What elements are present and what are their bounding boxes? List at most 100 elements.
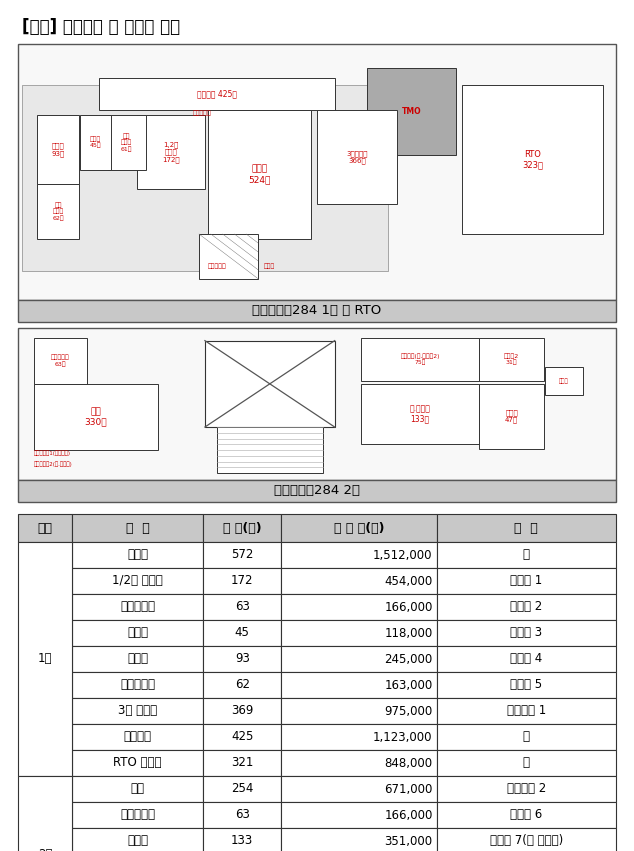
Text: 그릴준비실: 그릴준비실 <box>120 808 155 821</box>
Bar <box>204 724 281 750</box>
Text: 그릴준비실
63㎡: 그릴준비실 63㎡ <box>51 355 70 367</box>
Text: 전시실 2: 전시실 2 <box>510 601 543 614</box>
Text: 면 적(㎡): 면 적(㎡) <box>223 522 262 534</box>
Bar <box>437 724 616 750</box>
Bar <box>437 542 616 568</box>
Text: －: － <box>523 757 530 769</box>
Bar <box>437 568 616 594</box>
Text: 역장실: 역장실 <box>127 626 148 639</box>
Text: 대 관 료(원): 대 관 료(원) <box>333 522 384 534</box>
Text: 안내데스크: 안내데스크 <box>193 110 211 116</box>
Bar <box>72 620 204 646</box>
Bar <box>204 828 281 851</box>
Bar <box>18 44 616 300</box>
Text: 구분: 구분 <box>37 522 53 534</box>
Text: 전시실 1: 전시실 1 <box>510 574 543 587</box>
Bar <box>281 542 437 568</box>
Text: 물품보관소: 물품보관소 <box>207 264 226 269</box>
Bar <box>281 594 437 620</box>
Bar <box>18 514 72 542</box>
Bar <box>437 594 616 620</box>
Text: 부인
대합실
61㎡: 부인 대합실 61㎡ <box>121 133 133 151</box>
Bar <box>37 185 79 239</box>
Text: 다목적홀 2: 다목적홀 2 <box>507 783 546 796</box>
Bar <box>18 542 72 776</box>
Bar <box>281 568 437 594</box>
Text: 복원전시실1(구의원실): 복원전시실1(구의원실) <box>34 450 71 456</box>
Text: 166,000: 166,000 <box>384 601 432 614</box>
Bar <box>72 750 204 776</box>
Text: 서측복도: 서측복도 <box>124 730 152 744</box>
Bar <box>34 384 158 450</box>
Bar <box>72 698 204 724</box>
Bar <box>437 514 616 542</box>
Text: 425: 425 <box>231 730 254 744</box>
Text: 1,512,000: 1,512,000 <box>373 549 432 562</box>
Text: 3동 대합실: 3동 대합실 <box>118 705 157 717</box>
Bar <box>361 338 479 381</box>
Text: －: － <box>523 549 530 562</box>
Bar <box>72 802 204 828</box>
Text: 귀빈실: 귀빈실 <box>127 653 148 665</box>
Text: 1층: 1층 <box>37 653 52 665</box>
Bar <box>437 828 616 851</box>
Bar <box>281 776 437 802</box>
Bar <box>281 750 437 776</box>
Bar <box>204 568 281 594</box>
Bar <box>199 234 258 278</box>
Bar <box>437 646 616 672</box>
Text: 비  고: 비 고 <box>514 522 538 534</box>
Bar <box>281 724 437 750</box>
Bar <box>204 594 281 620</box>
Text: 572: 572 <box>231 549 254 562</box>
Text: 귀빈예비실: 귀빈예비실 <box>120 678 155 692</box>
Text: 전시실 6: 전시실 6 <box>510 808 543 821</box>
Text: 163,000: 163,000 <box>384 678 432 692</box>
Bar <box>204 620 281 646</box>
Bar <box>208 110 311 239</box>
Text: －: － <box>523 730 530 744</box>
Text: 복원전시실2(구.화장실): 복원전시실2(구.화장실) <box>34 462 72 467</box>
Text: 화장실: 화장실 <box>559 378 569 384</box>
Bar <box>72 542 204 568</box>
Bar <box>281 514 437 542</box>
Bar <box>80 115 110 169</box>
Text: 예비실
47㎡: 예비실 47㎡ <box>505 409 518 423</box>
Bar <box>204 776 281 802</box>
Text: 그릴: 그릴 <box>131 783 145 796</box>
Text: 구.회의실
133㎡: 구.회의실 133㎡ <box>410 404 430 424</box>
Text: 전시실 4: 전시실 4 <box>510 653 543 665</box>
Bar <box>204 698 281 724</box>
Text: TMO: TMO <box>401 106 421 116</box>
Bar <box>281 802 437 828</box>
Bar <box>99 77 335 110</box>
Text: 254: 254 <box>231 783 254 796</box>
Bar <box>281 672 437 698</box>
Text: 63: 63 <box>235 808 250 821</box>
Text: 245,000: 245,000 <box>384 653 432 665</box>
Text: 장  소: 장 소 <box>126 522 150 534</box>
Text: 671,000: 671,000 <box>384 783 432 796</box>
Text: 전시실 7(구 회의실): 전시실 7(구 회의실) <box>489 835 563 848</box>
Text: 63: 63 <box>235 601 250 614</box>
Bar <box>72 514 204 542</box>
Text: 369: 369 <box>231 705 254 717</box>
Text: 귀빈
예비실
62㎡: 귀빈 예비실 62㎡ <box>52 203 64 221</box>
Bar <box>217 427 323 473</box>
Text: 예비실: 예비실 <box>127 835 148 848</box>
Bar <box>204 672 281 698</box>
Text: 62: 62 <box>235 678 250 692</box>
Bar <box>479 338 544 381</box>
Text: 귀빈실
93㎡: 귀빈실 93㎡ <box>51 143 65 157</box>
Bar <box>204 514 281 542</box>
Bar <box>437 672 616 698</box>
Bar <box>72 646 204 672</box>
Text: [참고] 대관장소 및 대관료 안내: [참고] 대관장소 및 대관료 안내 <box>22 18 180 36</box>
Text: 351,000: 351,000 <box>384 835 432 848</box>
Bar <box>72 776 204 802</box>
Text: 172: 172 <box>231 574 254 587</box>
Bar <box>18 300 616 322</box>
Bar <box>205 340 335 427</box>
Bar <box>545 367 583 396</box>
Text: 중앙홀
524㎡: 중앙홀 524㎡ <box>249 165 271 184</box>
